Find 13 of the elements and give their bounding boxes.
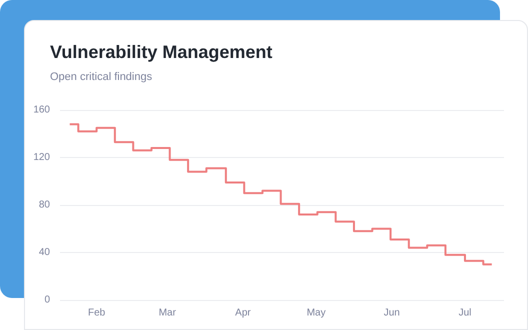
x-tick-label: Jul <box>458 308 472 318</box>
chart-subtitle: Open critical findings <box>50 71 152 83</box>
y-tick-label: 160 <box>33 104 50 116</box>
y-tick-label: 40 <box>38 247 50 258</box>
x-tick-label: Feb <box>88 308 106 318</box>
x-tick-label: Apr <box>235 308 252 318</box>
x-tick-label: May <box>306 308 326 318</box>
x-tick-label: Jun <box>384 308 400 318</box>
y-tick-label: 0 <box>44 294 50 306</box>
y-tick-label: 80 <box>38 200 50 210</box>
y-tick-label: 120 <box>33 152 50 163</box>
chart-title: Vulnerability Management <box>50 42 272 63</box>
x-tick-label: Mar <box>158 308 177 318</box>
